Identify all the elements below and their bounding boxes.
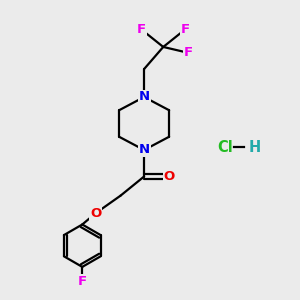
Text: O: O bbox=[164, 170, 175, 183]
Text: F: F bbox=[136, 23, 146, 36]
Text: F: F bbox=[181, 23, 190, 36]
Text: O: O bbox=[90, 207, 101, 220]
Text: F: F bbox=[78, 275, 87, 288]
Text: N: N bbox=[139, 143, 150, 157]
Text: Cl: Cl bbox=[217, 140, 233, 154]
Text: H: H bbox=[248, 140, 261, 154]
Text: F: F bbox=[184, 46, 193, 59]
Text: N: N bbox=[139, 91, 150, 103]
